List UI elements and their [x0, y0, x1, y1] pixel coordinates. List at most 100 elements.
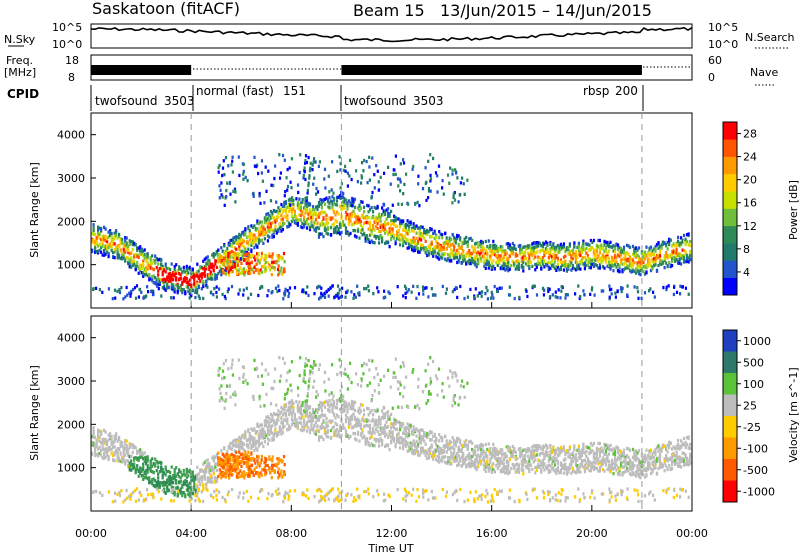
power-cell — [668, 255, 671, 259]
power-cell — [260, 255, 263, 259]
power-cell — [281, 223, 284, 227]
power-cell — [158, 257, 161, 261]
power-cell — [537, 255, 540, 259]
power-cell — [182, 288, 185, 292]
power-cell — [639, 266, 642, 270]
power-cell — [263, 237, 266, 241]
power-cell — [304, 207, 307, 211]
velocity-cell — [184, 482, 187, 486]
velocity-cell — [349, 406, 352, 411]
power-cell — [352, 209, 355, 213]
power-cell — [327, 287, 330, 292]
power-cell — [355, 235, 358, 239]
power-cell — [578, 296, 581, 301]
power-cell — [196, 274, 199, 278]
velocity-cell — [293, 417, 296, 421]
velocity-cell — [125, 450, 128, 454]
power-cell — [214, 259, 217, 263]
power-cell — [347, 199, 351, 203]
velocity-cell — [313, 415, 316, 419]
power-cell — [268, 213, 271, 217]
power-cell — [382, 223, 385, 227]
power-cell — [465, 254, 468, 258]
power-cell — [391, 219, 394, 223]
velocity-cell — [187, 483, 190, 487]
power-cell — [447, 244, 450, 248]
power-cell — [220, 246, 223, 250]
power-cell — [190, 283, 193, 287]
power-cell — [277, 229, 280, 233]
power-cell — [540, 260, 543, 264]
power-cell — [220, 267, 223, 271]
velocity-cell — [124, 439, 127, 443]
power-cell — [652, 261, 656, 265]
power-cell — [537, 244, 540, 248]
velocity-cell — [145, 472, 148, 476]
power-cell — [652, 263, 656, 268]
power-cell — [175, 263, 178, 267]
noise-right-tick-bottom: 10^0 — [708, 38, 738, 51]
velocity-cell — [166, 489, 169, 493]
power-cell — [146, 285, 149, 289]
power-cell — [547, 260, 550, 264]
power-cell — [266, 294, 269, 298]
power-cell — [370, 216, 373, 220]
velocity-cell — [347, 423, 351, 428]
power-cell — [181, 288, 184, 293]
power-cell — [567, 247, 570, 252]
power-cell — [364, 220, 367, 225]
power-cell — [571, 248, 574, 252]
power-cell — [331, 202, 334, 206]
power-cell — [173, 264, 176, 269]
power-cell — [172, 278, 175, 282]
power-cell — [402, 158, 405, 162]
power-cell — [157, 273, 160, 277]
velocity-cell — [241, 452, 244, 456]
power-cell — [196, 262, 199, 266]
power-cell — [149, 263, 152, 267]
power-cell — [430, 227, 433, 232]
power-cell — [571, 266, 574, 270]
velocity-cell — [128, 442, 131, 446]
velocity-cell — [283, 403, 286, 408]
power-cell — [282, 269, 286, 273]
velocity-cell — [143, 456, 146, 460]
power-cell — [652, 247, 656, 251]
velocity-cell — [173, 473, 176, 478]
power-cell — [567, 265, 570, 269]
power-cell — [130, 289, 133, 294]
power-cell — [235, 237, 238, 242]
velocity-cell — [104, 455, 107, 459]
power-cell — [302, 206, 306, 210]
power-cell — [200, 276, 203, 280]
power-cell — [399, 189, 402, 193]
power-cell — [260, 227, 263, 231]
velocity-cell — [269, 418, 272, 422]
power-cell — [254, 243, 257, 247]
power-cell — [127, 261, 130, 266]
power-cell — [490, 265, 493, 269]
power-cell — [367, 204, 370, 208]
velocity-cell — [367, 424, 370, 428]
power-cell — [367, 227, 370, 231]
power-cell — [224, 259, 227, 263]
velocity-cell — [214, 462, 217, 466]
power-cell — [408, 230, 411, 234]
power-cell — [468, 248, 471, 253]
velocity-cell — [367, 413, 370, 417]
power-cell — [312, 182, 315, 186]
velocity-cell — [326, 429, 330, 433]
velocity-cell — [139, 455, 142, 459]
power-cell — [324, 186, 327, 190]
velocity-cell — [363, 408, 366, 412]
velocity-cell — [263, 434, 266, 438]
velocity-cell — [211, 467, 214, 471]
power-cell — [373, 228, 376, 232]
power-cell — [373, 205, 376, 210]
velocity-cell — [176, 487, 179, 491]
power-cell — [205, 279, 208, 283]
power-cell — [248, 264, 251, 268]
power-cell — [188, 282, 191, 286]
velocity-cell — [313, 410, 316, 415]
power-cell — [600, 261, 603, 265]
